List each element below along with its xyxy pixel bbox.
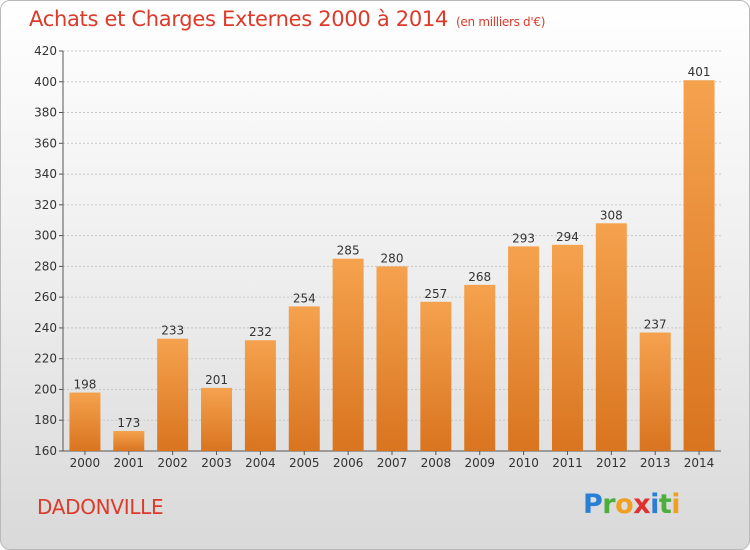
bar-value-label: 293	[512, 231, 535, 245]
bar-value-label: 173	[117, 416, 140, 430]
y-tick-label: 320	[34, 198, 57, 212]
bar	[69, 392, 101, 451]
bar	[464, 284, 496, 451]
x-tick-label: 2012	[596, 456, 627, 470]
y-tick-label: 200	[34, 382, 57, 396]
bar	[376, 266, 408, 451]
y-tick-label: 400	[34, 75, 57, 89]
logo-letter: r	[602, 489, 616, 520]
x-tick-label: 2008	[421, 456, 452, 470]
x-tick-label: 2010	[508, 456, 539, 470]
bar-value-label: 233	[161, 324, 184, 338]
y-tick-label: 340	[34, 167, 57, 181]
bar	[420, 301, 452, 451]
x-tick-label: 2006	[333, 456, 364, 470]
bar	[683, 80, 715, 451]
bar-value-label: 198	[73, 378, 96, 392]
x-tick-label: 2003	[201, 456, 232, 470]
chart-title: Achats et Charges Externes 2000 à 2014 (e…	[29, 7, 545, 31]
bar-value-label: 254	[293, 291, 316, 305]
y-tick-label: 380	[34, 106, 57, 120]
chart-subtitle: (en milliers d'€)	[456, 15, 546, 29]
x-tick-label: 2014	[684, 456, 715, 470]
bar-value-label: 232	[249, 325, 272, 339]
logo-letter: i	[650, 489, 659, 520]
logo-letter: t	[658, 489, 672, 520]
bar-value-label: 201	[205, 373, 228, 387]
bar-value-label: 308	[600, 208, 623, 222]
y-tick-label: 160	[34, 444, 57, 458]
bar-value-label: 257	[424, 287, 447, 301]
bar	[113, 431, 145, 451]
y-tick-label: 420	[34, 44, 57, 58]
bar-value-label: 294	[556, 230, 579, 244]
x-tick-label: 2000	[70, 456, 101, 470]
logo-letter: x	[633, 489, 651, 520]
x-tick-label: 2011	[552, 456, 583, 470]
x-tick-label: 2009	[464, 456, 495, 470]
bar	[332, 258, 364, 451]
y-tick-label: 220	[34, 352, 57, 366]
bar	[201, 387, 233, 451]
bar	[551, 244, 583, 451]
bar-value-label: 268	[468, 270, 491, 284]
bar	[244, 340, 276, 451]
bar-value-label: 401	[688, 65, 711, 79]
bar-value-label: 237	[644, 318, 667, 332]
x-tick-label: 2001	[114, 456, 145, 470]
y-tick-label: 260	[34, 290, 57, 304]
chart-title-text: Achats et Charges Externes 2000 à 2014	[29, 7, 449, 31]
bar	[595, 223, 627, 451]
bar	[639, 332, 671, 451]
bar	[157, 338, 189, 451]
proxiti-logo[interactable]: Proxiti	[583, 489, 681, 520]
bar-value-label: 285	[337, 244, 360, 258]
x-tick-label: 2005	[289, 456, 320, 470]
bar	[288, 306, 320, 451]
town-name: DADONVILLE	[37, 495, 164, 519]
bar-value-label: 280	[381, 251, 404, 265]
logo-letter: i	[671, 489, 681, 520]
bar	[508, 246, 540, 451]
y-tick-label: 240	[34, 321, 57, 335]
logo-letter: P	[583, 489, 603, 520]
y-tick-label: 280	[34, 259, 57, 273]
x-tick-label: 2004	[245, 456, 276, 470]
x-tick-label: 2002	[157, 456, 188, 470]
x-tick-label: 2013	[640, 456, 671, 470]
logo-letter: o	[615, 489, 634, 520]
y-tick-label: 300	[34, 229, 57, 243]
y-tick-label: 360	[34, 136, 57, 150]
x-tick-label: 2007	[377, 456, 408, 470]
y-tick-label: 180	[34, 413, 57, 427]
